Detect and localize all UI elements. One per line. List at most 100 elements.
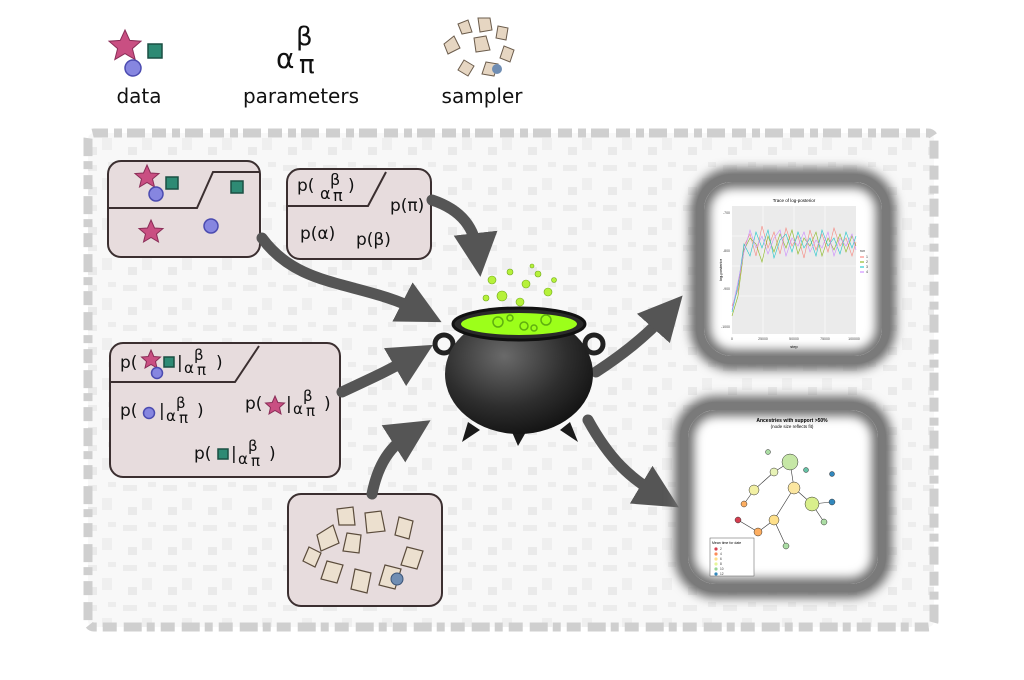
likelihood-square-pi: π: [251, 452, 261, 470]
parameters-legend-label: parameters: [242, 84, 359, 108]
ancestry-tree-plot: Ancestries with support >50% (node size …: [709, 418, 836, 577]
circle-icon: [142, 406, 156, 420]
circle-icon: [148, 186, 164, 202]
likelihood-square-p: p(: [194, 444, 212, 464]
trace-plot-y-label: log-posterior: [718, 258, 723, 281]
prior-header-alpha: α: [320, 184, 331, 203]
trace-plot-title: Trace of log-posterior: [773, 198, 816, 203]
likelihood-header-bar: |: [177, 353, 183, 373]
likelihood-star-alpha: α: [293, 400, 303, 418]
prior-header-close: ): [348, 176, 355, 196]
trace-legend-title: run: [860, 249, 865, 253]
prior-p-pi: p(π): [390, 196, 425, 216]
tree-legend-item: 4: [720, 552, 722, 556]
data-panel: [107, 160, 261, 258]
trace-plot: Trace of log-posterior step log-posterio…: [718, 198, 868, 349]
cauldron-icon: [432, 263, 606, 446]
likelihood-circle-beta: β: [176, 394, 186, 412]
alpha-symbol: α: [276, 42, 295, 75]
prior-panel-divider: [288, 171, 387, 207]
prior-header-pi: π: [333, 186, 343, 205]
trace-plot-y-tick: -700: [723, 211, 730, 215]
likelihood-star-bar: |: [286, 394, 292, 414]
trace-plot-frame: Trace of log-posterior step log-posterio…: [696, 174, 890, 364]
likelihood-star-beta: β: [303, 387, 313, 405]
likelihood-panel: p( | α β π ) p( | α β π ) p( | α β π ) p…: [109, 342, 341, 478]
likelihood-header-beta: β: [194, 346, 204, 364]
likelihood-header-alpha: α: [184, 359, 194, 377]
data-panel-divider: [109, 163, 259, 244]
dice-ring-image: [302, 506, 424, 594]
tree-legend-item: 2: [720, 547, 722, 551]
trace-plot-x-tick: 25000: [758, 337, 768, 341]
trace-plot-x-tick: 50000: [789, 337, 799, 341]
star-icon: [107, 28, 143, 61]
likelihood-header-p: p(: [120, 353, 138, 373]
star-icon: [133, 163, 161, 189]
likelihood-square-bar: |: [231, 444, 237, 464]
prior-p-beta: p(β): [356, 230, 391, 250]
data-legend-icon-group: [107, 28, 163, 77]
likelihood-circle-bar: |: [159, 401, 165, 421]
prior-panel: p( α β π ) p(π) p(α) p(β): [286, 168, 432, 260]
likelihood-circle-close: ): [197, 401, 204, 421]
trace-plot-x-label: step: [790, 344, 798, 349]
parameters-legend-symbol: α β π: [276, 22, 332, 80]
arrow-cauldron-to-tree: [582, 414, 679, 508]
ancestry-tree-frame: Ancestries with support >50% (node size …: [680, 402, 886, 592]
likelihood-star-close: ): [324, 394, 331, 414]
trace-legend-item: 3: [866, 265, 868, 269]
star-icon: [137, 218, 165, 244]
prior-header-p: p(: [297, 176, 315, 196]
square-icon: [165, 176, 179, 190]
circle-icon: [203, 218, 219, 234]
trace-legend-item: 4: [866, 270, 868, 274]
sampler-legend-label: sampler: [441, 84, 523, 108]
trace-legend-item: 2: [866, 260, 868, 264]
tree-legend-item: 8: [720, 562, 722, 566]
likelihood-circle-pi: π: [179, 409, 189, 427]
beta-symbol: β: [296, 22, 313, 52]
prior-p-alpha: p(α): [300, 224, 336, 244]
square-icon: [230, 180, 244, 194]
trace-plot-y-tick: -800: [723, 249, 730, 253]
trace-legend-item: 1: [866, 255, 868, 259]
likelihood-square-close: ): [269, 444, 276, 464]
trace-plot-y-tick: -900: [723, 287, 730, 291]
dice-ring-icon: [443, 17, 515, 77]
square-icon: [147, 43, 163, 59]
tree-legend-item: 10: [720, 567, 724, 571]
likelihood-header-close: ): [216, 353, 223, 373]
circle-icon: [124, 59, 142, 77]
trace-plot-x-tick: 100000: [848, 337, 860, 341]
tree-legend-title: Mean time for date: [712, 541, 741, 545]
arrow-data-to-cauldron: [256, 232, 442, 323]
likelihood-panel-divider: [111, 345, 286, 460]
tree-legend-item: 12: [720, 572, 724, 576]
likelihood-circle-alpha: α: [166, 407, 176, 425]
circle-icon: [150, 366, 164, 380]
tree-legend-item: 6: [720, 557, 722, 561]
star-icon: [140, 348, 162, 370]
trace-plot-x-tick: 75000: [820, 337, 830, 341]
likelihood-circle-p: p(: [120, 401, 138, 421]
likelihood-star-pi: π: [306, 402, 316, 420]
trace-plot-x-tick: 0: [731, 337, 733, 341]
sampler-panel: [287, 493, 443, 607]
arrow-sampler-to-cauldron: [366, 420, 431, 500]
arrow-likelihood-to-cauldron: [336, 344, 434, 398]
square-icon: [217, 448, 229, 460]
prior-header-beta: β: [330, 170, 341, 189]
arrow-prior-to-cauldron: [426, 194, 498, 277]
data-legend-label: data: [116, 84, 162, 108]
trace-plot-y-tick: -1000: [721, 325, 730, 329]
pi-symbol: π: [299, 50, 315, 80]
star-icon: [264, 394, 286, 416]
likelihood-square-alpha: α: [238, 450, 248, 468]
arrow-cauldron-to-trace: [590, 295, 683, 378]
square-icon: [163, 356, 175, 368]
tree-plot-subtitle: (node size reflects fit): [771, 424, 814, 429]
likelihood-header-pi: π: [197, 361, 207, 379]
likelihood-square-beta: β: [248, 437, 258, 455]
